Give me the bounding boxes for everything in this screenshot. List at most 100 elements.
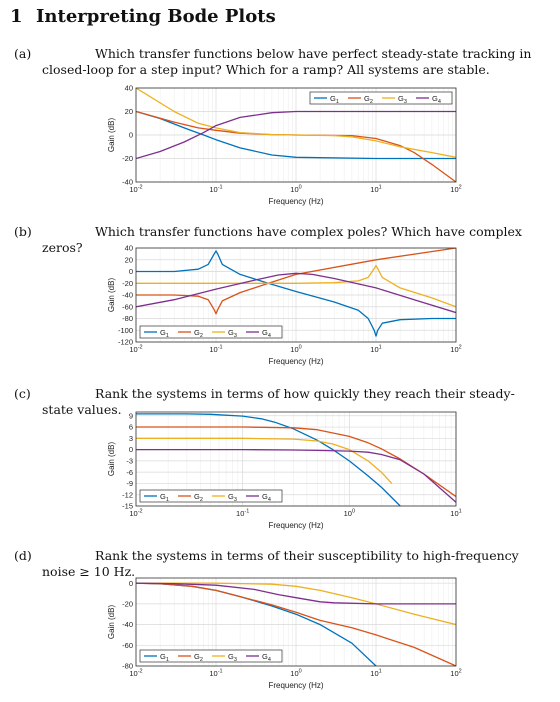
- legend-entry-g4: G4: [262, 328, 271, 339]
- legend-subscript: 3: [234, 497, 237, 503]
- y-tick-label: -40: [122, 291, 133, 300]
- y-tick-label: 20: [125, 255, 133, 264]
- legend-box: [309, 91, 453, 105]
- legend-subscript: 1: [166, 657, 169, 663]
- series-line-g3: [136, 437, 393, 484]
- legend-subscript: 4: [438, 99, 441, 105]
- legend-entry-g3: G3: [228, 652, 237, 663]
- x-tick-label: 100: [290, 185, 301, 195]
- y-tick-label: -80: [122, 314, 133, 323]
- series-line-g4: [136, 582, 456, 605]
- series-line-g3: [136, 582, 456, 626]
- series-line-g4: [136, 448, 456, 503]
- legend-entry-g4: G4: [432, 94, 441, 105]
- legend: G1 G2 G3 G4: [139, 649, 283, 663]
- legend-subscript: 3: [234, 333, 237, 339]
- y-tick-label: -60: [122, 302, 133, 311]
- y-tick-label: -60: [122, 641, 133, 650]
- x-axis-label: Frequency (Hz): [268, 197, 323, 206]
- x-tick-exponent: 0: [352, 509, 355, 515]
- legend-box: [139, 489, 283, 503]
- y-axis-label: Gain (dB): [107, 442, 116, 477]
- legend-subscript: 4: [268, 657, 271, 663]
- part-label-a: (a): [14, 46, 32, 61]
- x-axis-label: Frequency (Hz): [268, 681, 323, 690]
- y-tick-label: -100: [118, 326, 133, 335]
- axes-box: [135, 577, 457, 667]
- series-line-g1: [136, 110, 456, 160]
- series-line-g1: [136, 250, 456, 337]
- x-tick-exponent: 1: [459, 509, 462, 515]
- legend-entry-g1: G1: [160, 328, 169, 339]
- bode-plot-c: 10-2 10-1 100 101 -15 -12 -9 -6 -3 0 3 6 9 Frequency …: [0, 406, 560, 538]
- question-a: Which transfer functions below have perf…: [42, 46, 538, 78]
- x-tick-exponent: 0: [299, 185, 302, 191]
- legend-entry-g2: G2: [194, 492, 203, 503]
- y-tick-label: 3: [129, 434, 133, 443]
- x-tick-exponent: 1: [379, 185, 382, 191]
- bode-plot-svg: 10-2 10-1 100 101 102-120-100-80-60-40-20020…: [107, 244, 462, 366]
- question-d-text: Rank the systems in terms of their susce…: [42, 548, 519, 579]
- legend: G1 G2 G3 G4: [309, 91, 453, 105]
- y-tick-label: -20: [122, 154, 133, 163]
- x-tick-exponent: -2: [138, 185, 143, 191]
- legend-entry-g3: G3: [228, 492, 237, 503]
- x-tick-label: 10-2: [129, 345, 142, 355]
- y-tick-label: -9: [126, 479, 133, 488]
- x-tick-exponent: 0: [299, 345, 302, 351]
- bode-plot-b: 10-2 10-1 100 101 102 -120 -100 -80 -60 -40 -20 0 20…: [0, 242, 560, 376]
- y-tick-label: 0: [129, 131, 133, 140]
- legend-entry-g2: G2: [364, 94, 373, 105]
- y-axis-label: Gain (dB): [107, 605, 116, 640]
- y-tick-label: 40: [125, 244, 133, 253]
- legend-subscript: 1: [336, 99, 339, 105]
- x-tick-exponent: 2: [459, 185, 462, 191]
- x-tick-label: 10-2: [129, 185, 142, 195]
- x-axis-label: Frequency (Hz): [268, 357, 323, 366]
- x-tick-exponent: 1: [379, 345, 382, 351]
- x-tick-label: 100: [290, 345, 301, 355]
- y-axis-label: Gain (dB): [107, 278, 116, 313]
- x-tick-label: 10-2: [129, 669, 142, 679]
- axes-box: [135, 247, 457, 343]
- legend-subscript: 2: [200, 333, 203, 339]
- legend-subscript: 4: [268, 333, 271, 339]
- part-label-d: (d): [14, 548, 32, 563]
- x-tick-label: 102: [450, 345, 461, 355]
- y-tick-label: -40: [122, 620, 133, 629]
- y-tick-label: 0: [129, 579, 133, 588]
- x-tick-exponent: -1: [218, 669, 223, 675]
- x-tick-label: 101: [370, 345, 381, 355]
- series-line-g2: [136, 248, 456, 315]
- legend-entry-g1: G1: [160, 492, 169, 503]
- y-axis-label: Gain (dB): [107, 118, 116, 153]
- bode-plot-svg: 10-2 10-1 100 101 102-80-60-40-200Frequency …: [107, 577, 462, 690]
- section-title: 1 Interpreting Bode Plots: [10, 6, 276, 27]
- y-tick-label: 6: [129, 423, 133, 432]
- x-tick-exponent: -2: [138, 669, 143, 675]
- y-tick-label: -80: [122, 662, 133, 671]
- legend-subscript: 4: [268, 497, 271, 503]
- legend-subscript: 2: [200, 497, 203, 503]
- axes-box: [135, 411, 457, 507]
- y-tick-label: 9: [129, 411, 133, 420]
- series-line-g3: [136, 264, 456, 308]
- y-tick-label: 0: [129, 267, 133, 276]
- legend-entry-g4: G4: [262, 492, 271, 503]
- legend-box: [139, 325, 283, 339]
- series-line-g1: [136, 413, 401, 506]
- section-number: 1: [10, 6, 23, 27]
- series-line-g2: [136, 582, 456, 666]
- legend-entry-g4: G4: [262, 652, 271, 663]
- x-tick-label: 100: [290, 669, 301, 679]
- series-line-g4: [136, 110, 456, 160]
- legend-subscript: 3: [234, 657, 237, 663]
- question-c-text: Rank the systems in terms of how quickly…: [42, 386, 515, 417]
- x-tick-label: 101: [370, 185, 381, 195]
- y-tick-label: -3: [126, 456, 133, 465]
- x-tick-label: 10-2: [129, 509, 142, 519]
- y-tick-label: 40: [125, 84, 133, 93]
- question-c: Rank the systems in terms of how quickly…: [42, 386, 538, 418]
- x-tick-exponent: -1: [218, 185, 223, 191]
